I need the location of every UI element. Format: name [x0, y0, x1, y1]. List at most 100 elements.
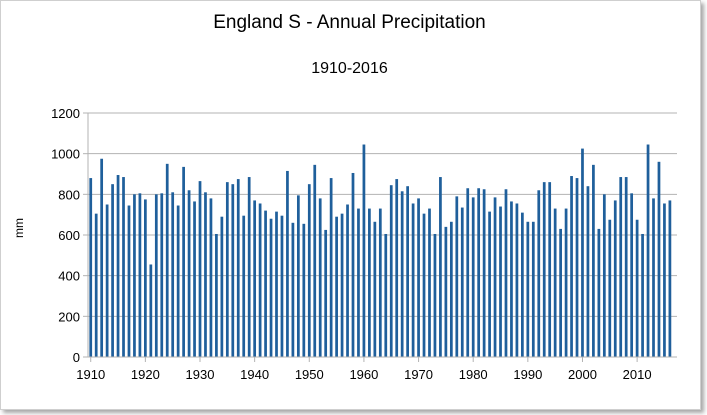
bar-1987: [510, 201, 513, 357]
bar-1975: [444, 226, 448, 357]
bar-2011: [641, 233, 644, 357]
x-tick-label: 1930: [186, 367, 215, 382]
bar-1939: [247, 177, 251, 357]
bar-1917: [127, 205, 131, 357]
bar-1910: [89, 178, 93, 357]
y-tick-label: 400: [58, 269, 80, 284]
bar-1971: [422, 213, 426, 357]
bar-1959: [357, 208, 360, 357]
bar-2002: [592, 164, 595, 357]
bar-1970: [417, 198, 420, 357]
bar-1920: [144, 199, 147, 357]
bar-1993: [542, 182, 546, 357]
bar-1989: [521, 212, 524, 357]
bar-1950: [307, 184, 311, 357]
bar-1979: [466, 188, 470, 357]
bar-1938: [242, 215, 246, 357]
bar-1988: [515, 203, 519, 357]
y-tick-label: 600: [58, 228, 80, 243]
bar-2004: [602, 194, 606, 357]
x-tick-label: 2010: [623, 367, 652, 382]
bar-1964: [384, 233, 388, 357]
bar-1913: [105, 204, 109, 357]
x-tick-label: 1940: [240, 367, 269, 382]
bar-1978: [460, 207, 464, 357]
bar-2015: [663, 203, 666, 357]
bar-1957: [346, 204, 349, 357]
bar-1916: [122, 177, 125, 357]
bar-1965: [389, 185, 393, 357]
bar-1911: [94, 213, 98, 357]
bar-1942: [264, 210, 267, 357]
bar-1986: [504, 189, 508, 357]
x-tick-label: 1960: [349, 367, 378, 382]
bar-2008: [624, 177, 628, 357]
bar-1943: [269, 218, 273, 357]
bar-2006: [613, 200, 617, 357]
y-tick-label: 1200: [51, 106, 80, 121]
bar-1990: [526, 221, 530, 357]
bar-1996: [559, 228, 562, 357]
bar-1968: [406, 186, 409, 357]
x-tick-label: 1910: [76, 367, 105, 382]
bar-1982: [482, 189, 486, 357]
x-tick-label: 1970: [404, 367, 433, 382]
bar-1932: [209, 198, 213, 357]
bar-1947: [291, 222, 295, 357]
bar-1931: [204, 192, 207, 357]
bar-1921: [149, 264, 153, 357]
chart-subtitle: 1910-2016: [311, 60, 388, 77]
bar-1941: [258, 203, 262, 357]
bar-1949: [302, 223, 306, 357]
bar-1967: [400, 191, 404, 357]
y-tick-label: 1000: [51, 147, 80, 162]
bar-1926: [176, 205, 180, 357]
bar-1981: [477, 188, 481, 357]
bar-2000: [581, 148, 584, 357]
y-tick-label: 800: [58, 187, 80, 202]
x-tick-label: 1990: [513, 367, 542, 382]
bar-2013: [652, 198, 655, 357]
bar-1984: [493, 197, 497, 357]
bar-1915: [116, 175, 120, 357]
bar-1985: [499, 206, 502, 357]
x-tick-label: 1920: [131, 367, 160, 382]
bar-1929: [193, 201, 196, 357]
bar-1961: [368, 208, 371, 357]
bar-1977: [455, 196, 459, 357]
bar-1962: [373, 221, 377, 357]
bar-2005: [608, 219, 612, 357]
bar-1980: [471, 197, 475, 357]
chart-title: England S - Annual Precipitation: [213, 12, 486, 33]
bar-1994: [548, 182, 552, 357]
bar-1919: [138, 193, 142, 357]
bar-1953: [324, 229, 328, 357]
x-tick-label: 1980: [459, 367, 488, 382]
bar-1945: [280, 215, 284, 357]
bar-1928: [187, 190, 191, 357]
bar-1992: [537, 190, 541, 357]
bar-1956: [340, 213, 344, 357]
bar-2003: [597, 228, 601, 357]
bar-1998: [570, 176, 573, 357]
bar-1936: [231, 184, 235, 357]
bar-1927: [182, 166, 185, 357]
bar-1934: [220, 216, 224, 357]
bar-1946: [286, 170, 289, 357]
bar-1963: [378, 208, 382, 357]
bar-1912: [100, 158, 104, 357]
x-tick-label: 2000: [568, 367, 597, 382]
bar-1935: [225, 182, 229, 357]
bar-1972: [428, 208, 431, 357]
bar-1930: [198, 181, 202, 357]
axes: [83, 112, 677, 362]
bar-2014: [657, 161, 661, 357]
bar-2012: [646, 144, 650, 357]
bar-1933: [215, 233, 218, 357]
bar-2007: [619, 177, 623, 357]
bar-1997: [564, 208, 568, 357]
bar-1940: [253, 200, 257, 357]
bar-1983: [488, 211, 491, 357]
bar-2016: [668, 200, 672, 357]
